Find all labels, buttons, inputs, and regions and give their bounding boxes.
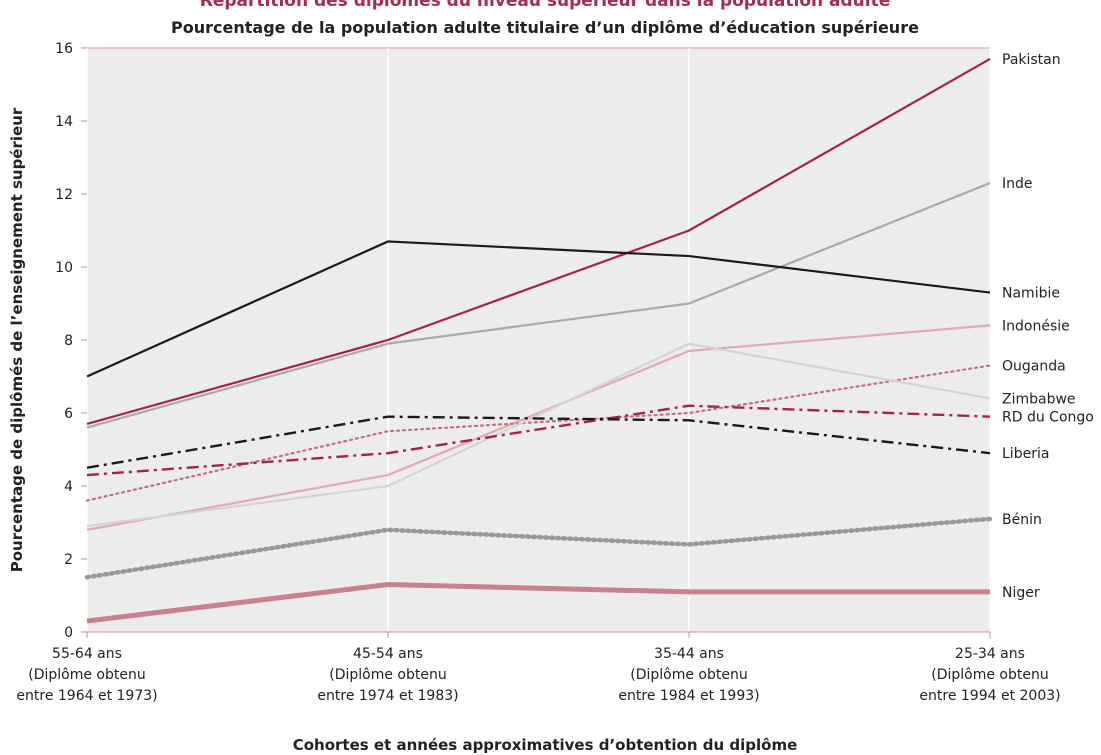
x-tick-label: 45-54 ans [353, 646, 423, 662]
series-label: Bénin [1002, 512, 1042, 528]
x-axis-label: Cohortes et années approximatives d’obte… [293, 736, 798, 754]
y-axis-ticks: 0 2 4 6 8 10 12 14 16 [55, 41, 87, 641]
x-axis-categories: 55-64 ans (Diplôme obtenu entre 1964 et 19… [16, 632, 1061, 704]
series-labels: Pakistan Inde Namibie Indonésie Ouganda Zimba… [1002, 52, 1094, 601]
series-line-niger [86, 582, 990, 624]
series-line-b-nin [84, 516, 993, 580]
y-axis-label: Pourcentage de diplômés de l’enseignemen… [8, 107, 26, 572]
series-line-ouganda [85, 364, 992, 502]
series-line-rd-du-congo [86, 404, 991, 477]
y-tick-label: 6 [64, 406, 73, 422]
y-tick-label: 8 [64, 333, 73, 349]
series-label: Zimbabwe [1002, 391, 1076, 407]
chart-title: Répartition des diplômés du niveau supér… [200, 0, 891, 11]
x-tick-label: 35-44 ans [654, 646, 724, 662]
series-label: Liberia [1002, 446, 1049, 462]
series-label: RD du Congo [1002, 410, 1094, 426]
x-tick-label: 25-34 ans [955, 646, 1025, 662]
y-tick-label: 10 [55, 260, 73, 276]
x-tick-label: (Diplôme obtenu [931, 667, 1048, 683]
x-tick-label: entre 1964 et 1973) [16, 688, 157, 704]
series-line-namibie [86, 240, 991, 378]
x-tick-label: entre 1974 et 1983) [317, 688, 458, 704]
x-tick-label: (Diplôme obtenu [630, 667, 747, 683]
series-line-pakistan [86, 57, 991, 426]
series-lines [84, 57, 993, 624]
series-label: Namibie [1002, 286, 1060, 302]
series-line-liberia [86, 415, 991, 469]
y-tick-label: 14 [55, 114, 73, 130]
x-tick-label: entre 1994 et 2003) [919, 688, 1060, 704]
y-tick-label: 0 [64, 625, 73, 641]
series-label: Indonésie [1002, 318, 1070, 334]
chart-subtitle: Pourcentage de la population adulte titu… [171, 18, 919, 37]
series-label: Niger [1002, 585, 1040, 601]
x-tick-label: 55-64 ans [52, 646, 122, 662]
series-label: Pakistan [1002, 52, 1061, 68]
y-tick-label: 16 [55, 41, 73, 57]
y-tick-label: 12 [55, 187, 73, 203]
series-line-indon-sie [86, 324, 991, 531]
series-label: Ouganda [1002, 359, 1066, 375]
y-tick-label: 2 [64, 552, 73, 568]
series-label: Inde [1002, 176, 1033, 192]
x-tick-label: (Diplôme obtenu [329, 667, 446, 683]
series-line-zimbabwe [86, 342, 991, 528]
x-tick-label: (Diplôme obtenu [28, 667, 145, 683]
x-tick-label: entre 1984 et 1993) [618, 688, 759, 704]
series-line-inde [86, 182, 991, 429]
y-tick-label: 4 [64, 479, 73, 495]
